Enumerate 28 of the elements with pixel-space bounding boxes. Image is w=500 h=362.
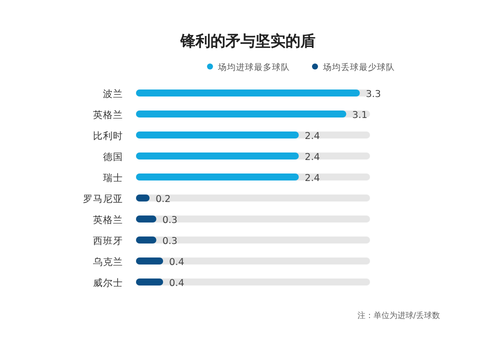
- chart-title: 锋利的矛与坚实的盾: [180, 32, 316, 50]
- y-tick-label: 比利时: [93, 130, 123, 142]
- data-label: 2.4: [304, 152, 320, 163]
- y-tick-label: 英格兰: [93, 109, 123, 121]
- y-tick-label: 乌克兰: [93, 256, 123, 268]
- data-label: 0.3: [162, 215, 178, 226]
- data-label: 0.4: [169, 278, 184, 289]
- y-tick-label: 威尔士: [93, 277, 123, 289]
- data-label: 0.3: [162, 236, 178, 247]
- bar: [136, 258, 164, 264]
- y-tick-label: 罗马尼亚: [83, 194, 123, 205]
- y-tick-label: 瑞士: [103, 172, 123, 184]
- y-tick-label: 西班牙: [93, 235, 123, 247]
- bar: [136, 278, 164, 286]
- data-label: 3.1: [352, 110, 368, 121]
- bar: [136, 236, 156, 244]
- data-label: 0.4: [169, 257, 184, 268]
- legend-label: 场均丢球最少球队: [322, 62, 395, 73]
- y-tick-label: 英格兰: [93, 214, 123, 226]
- y-tick-label: 德国: [103, 152, 123, 163]
- y-tick-label: 波兰: [103, 88, 123, 100]
- bar: [136, 216, 156, 222]
- data-label: 2.4: [304, 173, 320, 184]
- data-label: 0.2: [156, 194, 171, 205]
- text: 注：单位为进球/丢球数: [357, 311, 440, 320]
- data-label: 2.4: [304, 131, 320, 142]
- data-label: 3.3: [366, 89, 381, 100]
- legend-label: 场均进球最多球队: [217, 62, 290, 73]
